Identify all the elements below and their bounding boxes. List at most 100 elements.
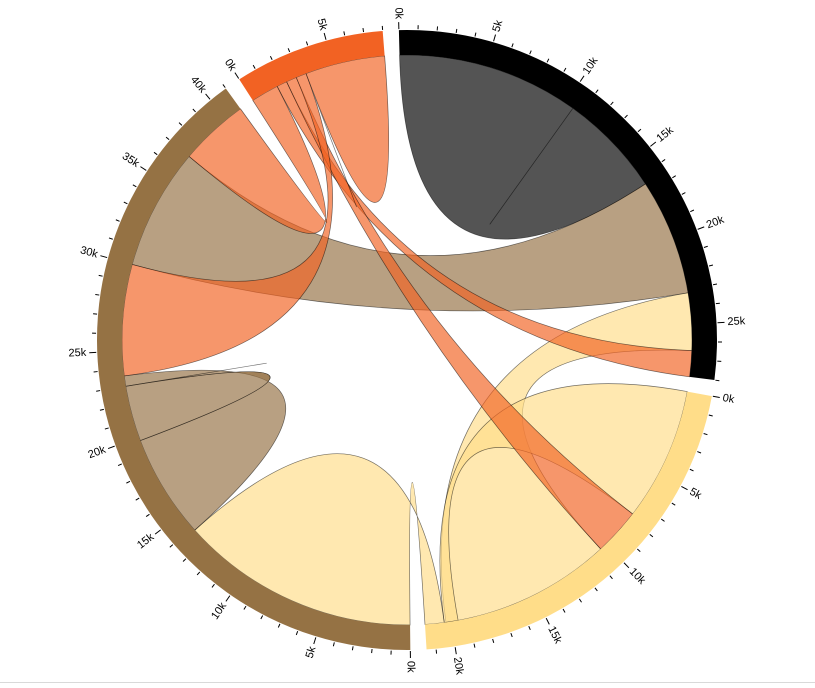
tick-brown-39000	[192, 108, 196, 113]
tick-label-orange-0: 0k	[222, 57, 239, 74]
tick-yellow-12000	[594, 587, 598, 592]
tick-brown-34000	[132, 184, 137, 188]
tick-brown-13000	[182, 558, 187, 562]
tick-orange-5000	[323, 32, 327, 40]
tick-brown-20000	[107, 445, 115, 450]
tick-brown-8000	[260, 615, 264, 620]
tick-brown-33000	[123, 201, 128, 205]
chord-brown-brown-8[interactable]	[125, 362, 271, 442]
tick-label-brown-5000: 5k	[304, 645, 319, 660]
tick-yellow-18000	[492, 638, 495, 643]
tick-black-23000	[712, 283, 718, 286]
tick-brown-18000	[126, 480, 131, 484]
tick-brown-41000	[222, 84, 226, 88]
chord-brown-yellow-6[interactable]	[194, 453, 445, 626]
tick-brown-19000	[117, 463, 122, 467]
tick-label-yellow-15000: 15k	[545, 624, 564, 646]
tick-brown-31000	[108, 237, 113, 240]
tick-yellow-3000	[697, 451, 702, 454]
tick-orange-4000	[305, 41, 309, 46]
group-arc-yellow[interactable]	[424, 391, 712, 650]
tick-yellow-7000	[660, 518, 665, 522]
tick-brown-16000	[145, 513, 150, 517]
tick-label-yellow-20000: 20k	[451, 656, 466, 676]
tick-yellow-9000	[636, 548, 641, 553]
tick-brown-11000	[211, 583, 215, 588]
tick-brown-9000	[243, 605, 247, 610]
group-arc-brown[interactable]	[97, 88, 411, 651]
tick-brown-10000	[225, 595, 231, 602]
tick-black-20000	[697, 226, 705, 230]
tick-black-8000	[546, 58, 550, 63]
tick-label-black-0: 0k	[392, 7, 404, 19]
tick-black-21000	[703, 245, 708, 248]
tick-brown-15000	[154, 529, 161, 535]
tick-yellow-19000	[473, 643, 476, 648]
tick-black-18000	[681, 192, 686, 195]
tick-yellow-15000	[545, 617, 550, 625]
group-arcs-layer	[97, 30, 718, 651]
tick-label-orange-5000: 5k	[315, 17, 330, 32]
tick-label-black-25000: 25k	[727, 315, 746, 328]
tick-yellow-20000	[454, 647, 457, 655]
tick-brown-4000	[332, 642, 335, 647]
tick-orange-3000	[287, 48, 291, 53]
tick-yellow-0	[712, 395, 720, 399]
tick-black-17000	[672, 175, 677, 179]
tick-orange-2000	[269, 55, 273, 60]
tick-brown-23000	[96, 390, 101, 392]
tick-black-10000	[579, 75, 585, 82]
tick-orange-6000	[343, 31, 346, 36]
tick-brown-3000	[351, 646, 354, 651]
tick-label-black-10000: 10k	[581, 55, 601, 77]
tick-orange-7000	[362, 28, 365, 33]
tick-brown-28000	[95, 293, 100, 296]
tick-label-yellow-10000: 10k	[627, 566, 648, 587]
tick-black-5000	[493, 34, 497, 42]
tick-yellow-10000	[623, 562, 630, 569]
tick-yellow-13000	[578, 598, 582, 603]
tick-yellow-5000	[681, 485, 688, 491]
group-arc-orange[interactable]	[239, 30, 385, 101]
tick-black-4000	[474, 32, 477, 37]
tick-yellow-6000	[671, 502, 676, 506]
tick-label-brown-35000: 35k	[120, 150, 142, 170]
tick-brown-5000	[313, 637, 317, 645]
tick-brown-32000	[115, 219, 120, 222]
tick-brown-7000	[277, 623, 281, 628]
tick-label-black-5000: 5k	[491, 18, 506, 33]
tick-brown-40000	[205, 93, 211, 100]
tick-brown-22000	[99, 408, 104, 411]
tick-brown-12000	[196, 571, 201, 576]
tick-yellow-1000	[708, 414, 713, 417]
tick-label-black-20000: 20k	[705, 214, 726, 232]
chords-layer	[121, 54, 693, 626]
tick-brown-21000	[104, 427, 109, 430]
tick-label-yellow-5000: 5k	[687, 486, 703, 502]
tick-yellow-16000	[528, 625, 531, 631]
tick-yellow-17000	[510, 632, 513, 638]
chord-orange-brown-9[interactable]	[121, 73, 333, 377]
tick-black-14000	[637, 128, 642, 133]
tick-black-15000	[650, 141, 657, 147]
tick-yellow-14000	[562, 608, 566, 613]
tick-black-28000	[715, 379, 720, 382]
tick-orange-1000	[252, 64, 256, 69]
tick-label-brown-25000: 25k	[68, 347, 87, 360]
tick-black-16000	[661, 159, 666, 163]
tick-brown-14000	[169, 544, 174, 548]
tick-label-brown-10000: 10k	[209, 600, 229, 622]
tick-yellow-4000	[689, 468, 694, 472]
tick-black-22000	[708, 264, 714, 267]
chord-orange-orange-11[interactable]	[305, 55, 390, 208]
tick-label-brown-20000: 20k	[87, 444, 108, 462]
tick-black-11000	[595, 89, 599, 94]
tick-label-brown-0: 0k	[405, 661, 417, 673]
tick-brown-30000	[100, 255, 108, 259]
tick-brown-17000	[135, 497, 140, 501]
tick-label-brown-40000: 40k	[188, 74, 209, 96]
chord-yellow-black-2[interactable]	[440, 292, 693, 623]
tick-yellow-8000	[649, 534, 654, 538]
tick-brown-38000	[178, 122, 183, 126]
